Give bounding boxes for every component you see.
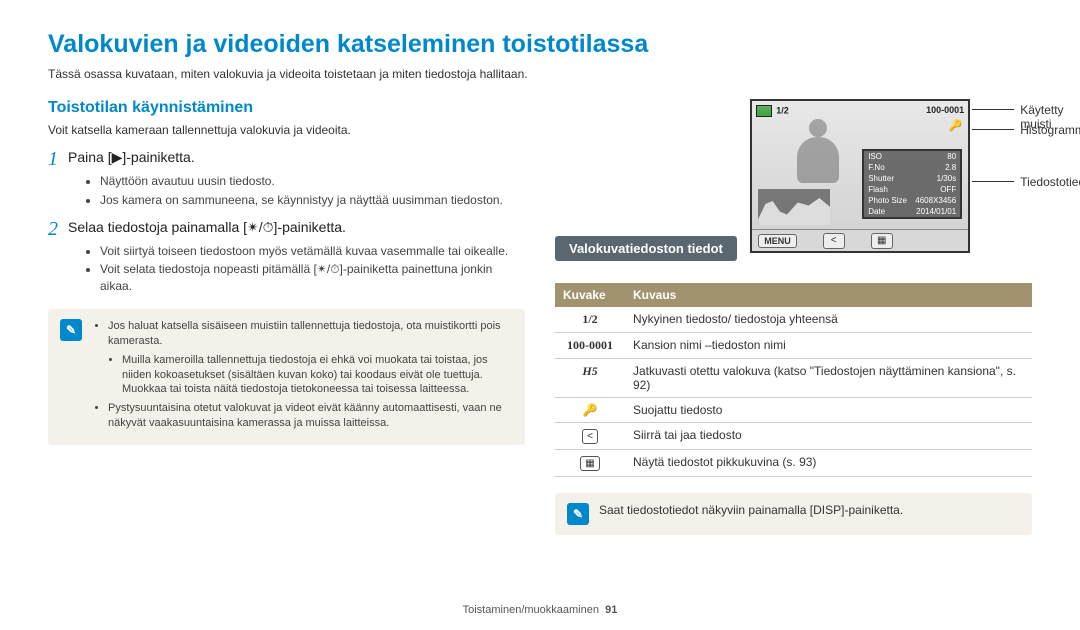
table-row: 100-0001 Kansion nimi –tiedoston nimi — [555, 333, 1032, 359]
table-row: 1/2 Nykyinen tiedosto/ tiedostoja yhteen… — [555, 307, 1032, 333]
disp-note: Saat tiedostotiedot näkyviin painamalla … — [599, 503, 903, 525]
step-1: 1 Paina [▶]-painiketta. — [48, 149, 525, 169]
table-row: ▦ Näytä tiedostot pikkukuvina (s. 93) — [555, 450, 1032, 477]
step1-bullet-2: Jos kamera on sammuneena, se käynnistyy … — [100, 192, 525, 209]
icon-thumbnails: ▦ — [555, 450, 625, 477]
step2-bullet-1: Voit siirtyä toiseen tiedostoon myös vet… — [100, 243, 525, 260]
preview-counter: 1/2 — [756, 105, 789, 117]
note2: Muilla kameroilla tallennettuja tiedosto… — [122, 353, 513, 398]
desc-continuous: Jatkuvasti otettu valokuva (katso "Tiedo… — [625, 359, 1032, 398]
note-icon: ✎ — [567, 503, 589, 525]
icon-counter: 1/2 — [555, 307, 625, 333]
icon-continuous: H5 — [555, 359, 625, 398]
footer-page: 91 — [605, 604, 617, 616]
left-column: Toistotilan käynnistäminen Voit katsella… — [48, 99, 525, 535]
th-icon: Kuvake — [555, 283, 625, 307]
icon-protected: 🔑 — [555, 398, 625, 423]
step2-bullet-2: Voit selata tiedostoja nopeasti pitämäll… — [100, 261, 525, 295]
desc-thumbnails: Näytä tiedostot pikkukuvina (s. 93) — [625, 450, 1032, 477]
info-panel: ISO80 F.No2.8 Shutter1/30s FlashOFF Phot… — [862, 149, 962, 219]
menu-button[interactable]: MENU — [758, 234, 797, 248]
lock-icon: 🔑 — [949, 119, 963, 132]
table-row: H5 Jatkuvasti otettu valokuva (katso "Ti… — [555, 359, 1032, 398]
intro-text: Tässä osassa kuvataan, miten valokuvia j… — [48, 67, 1032, 81]
icon-table: Kuvake Kuvaus 1/2 Nykyinen tiedosto/ tie… — [555, 283, 1032, 477]
histogram — [758, 189, 830, 225]
th-desc: Kuvaus — [625, 283, 1032, 307]
thumbnail-button[interactable]: ▦ — [871, 233, 893, 249]
preview-file-id: 100-0001 — [926, 105, 964, 117]
note-icon: ✎ — [60, 319, 82, 341]
footer: Toistaminen/muokkaaminen 91 — [0, 604, 1080, 616]
footer-label: Toistaminen/muokkaaminen — [463, 604, 599, 616]
step-2: 2 Selaa tiedostoja painamalla [✴/⏱]-pain… — [48, 219, 525, 239]
right-column: Valokuvatiedoston tiedot 1/2 100-0001 🔑 … — [555, 99, 1032, 535]
step-number-1: 1 — [48, 149, 58, 169]
step-text-2: Selaa tiedostoja painamalla [✴/⏱]-painik… — [68, 219, 346, 239]
section-tab-photoinfo: Valokuvatiedoston tiedot — [555, 236, 737, 261]
icon-folder: 100-0001 — [555, 333, 625, 359]
share-button[interactable]: < — [823, 233, 845, 249]
desc-counter: Nykyinen tiedosto/ tiedostoja yhteensä — [625, 307, 1032, 333]
preview-wrap: 1/2 100-0001 🔑 ISO80 F.No2.8 Shutter1/30… — [740, 99, 970, 253]
desc-share: Siirrä tai jaa tiedosto — [625, 423, 1032, 450]
step-number-2: 2 — [48, 219, 58, 239]
table-row: < Siirrä tai jaa tiedosto — [555, 423, 1032, 450]
step-text-1: Paina [▶]-painiketta. — [68, 149, 195, 169]
note-box-left: ✎ Jos haluat katsella sisäiseen muistiin… — [48, 309, 525, 445]
step1-bullet-1: Näyttöön avautuu uusin tiedosto. — [100, 173, 525, 190]
page-title: Valokuvien ja videoiden katseleminen toi… — [48, 30, 1032, 59]
note3: Pystysuuntaisina otetut valokuvat ja vid… — [108, 401, 513, 431]
camera-preview: 1/2 100-0001 🔑 ISO80 F.No2.8 Shutter1/30… — [750, 99, 970, 253]
note-box-right: ✎ Saat tiedostotiedot näkyviin painamall… — [555, 493, 1032, 535]
silhouette — [788, 119, 848, 187]
callout-fileinfo: Tiedostotiedot — [1020, 175, 1080, 189]
note1: Jos haluat katsella sisäiseen muistiin t… — [108, 319, 513, 349]
desc-folder: Kansion nimi –tiedoston nimi — [625, 333, 1032, 359]
callout-histogram: Histogrammi — [1020, 123, 1080, 137]
icon-share: < — [555, 423, 625, 450]
heading-playback: Toistotilan käynnistäminen — [48, 99, 525, 117]
desc-protected: Suojattu tiedosto — [625, 398, 1032, 423]
table-row: 🔑 Suojattu tiedosto — [555, 398, 1032, 423]
sub-text: Voit katsella kameraan tallennettuja val… — [48, 123, 525, 137]
